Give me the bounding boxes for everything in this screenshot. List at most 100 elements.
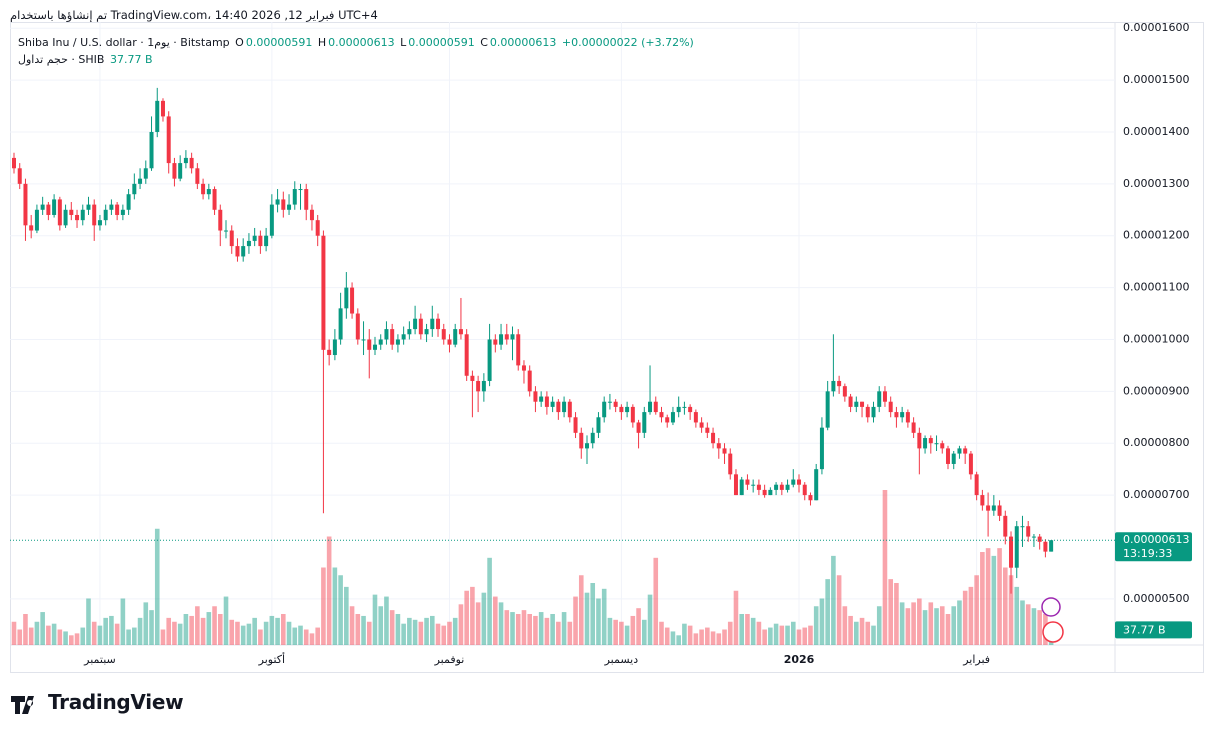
candle-body — [774, 484, 779, 490]
candle-body — [430, 318, 435, 330]
volume-bar — [968, 586, 974, 645]
volume-bar — [23, 614, 28, 645]
volume-tag-value: 37.77 B — [1123, 623, 1166, 636]
candle-body — [928, 438, 933, 444]
candle-body — [768, 489, 773, 496]
volume-bar — [716, 633, 722, 645]
y-tick-label: 0.00001400 — [1123, 125, 1189, 138]
candle-body — [126, 194, 131, 210]
candle-body — [562, 401, 567, 413]
volume-bar — [212, 606, 217, 645]
volume-bar — [401, 623, 406, 645]
price-tag — [1115, 532, 1192, 562]
candle-body — [23, 183, 28, 226]
volume-bar — [103, 617, 108, 645]
candle-body — [166, 116, 171, 164]
volume-value: 37.77 B — [109, 53, 153, 66]
candle-body — [481, 380, 486, 392]
volume-bar — [790, 621, 796, 645]
candle-body — [464, 334, 469, 376]
volume-bar — [166, 617, 172, 645]
candle-body — [321, 235, 326, 350]
volume-bar — [286, 621, 292, 645]
volume-bar — [183, 614, 189, 645]
candle-body — [911, 422, 916, 433]
candle-body — [436, 318, 441, 330]
candle-body — [711, 432, 716, 444]
volume-bar — [177, 623, 183, 645]
candle-body — [29, 225, 34, 231]
candle-body — [991, 505, 996, 511]
volume-bar — [842, 606, 848, 645]
candle-body — [968, 453, 973, 475]
candle-body — [395, 339, 400, 345]
y-tick-label: 0.00001600 — [1123, 21, 1189, 34]
candle-body — [797, 479, 802, 485]
volume-bar — [957, 600, 962, 645]
volume-bar — [739, 614, 745, 645]
candle-body — [178, 163, 183, 179]
volume-bar — [412, 619, 418, 645]
volume-bar — [57, 629, 63, 645]
volume-bar — [137, 617, 143, 645]
volume-bar — [487, 557, 492, 645]
volume-bar — [11, 621, 17, 645]
volume-bar — [252, 617, 257, 645]
volume-bar — [504, 610, 510, 645]
volume-bar — [928, 602, 934, 645]
candle-body — [854, 401, 859, 407]
candle-body — [401, 334, 406, 340]
volume-bar — [229, 619, 235, 645]
volume-bar — [699, 629, 704, 645]
volume-bar — [1002, 567, 1008, 645]
l-label: L — [400, 36, 407, 49]
candle-body — [550, 401, 555, 407]
volume-bar — [120, 598, 126, 645]
candle-body — [980, 495, 985, 506]
candle-body — [149, 131, 154, 169]
volume-bar — [573, 596, 578, 645]
candle-body — [676, 406, 681, 413]
volume-bar — [590, 583, 596, 645]
candle-body — [699, 422, 704, 428]
volume-bar — [659, 621, 664, 645]
volume-bar — [607, 617, 613, 645]
x-tick-label: نوفمبر — [434, 653, 465, 666]
volume-legend: حجم تداول · SHIB 37.77 B — [18, 53, 155, 66]
candle-body — [888, 401, 893, 413]
candle-body — [625, 406, 630, 413]
candle-body — [544, 396, 549, 407]
y-tick-label: 0.00001000 — [1123, 332, 1189, 345]
volume-bar — [567, 621, 573, 645]
candle-body — [441, 329, 446, 340]
volume-bar — [630, 615, 636, 645]
volume-bar — [195, 606, 200, 645]
volume-bar — [395, 614, 401, 645]
volume-bar — [985, 548, 991, 645]
candle-body — [556, 401, 561, 413]
candle-body — [877, 391, 882, 407]
candle-body — [825, 391, 830, 428]
volume-bar — [1025, 604, 1031, 645]
volume-bar — [670, 631, 676, 645]
volume-bar — [69, 635, 74, 645]
candle-body — [332, 339, 337, 356]
volume-bar — [682, 623, 687, 645]
candle-body — [17, 168, 22, 184]
candle-body — [860, 401, 865, 407]
candle-body — [378, 339, 383, 345]
candle-body — [418, 318, 423, 335]
volume-bar — [303, 629, 309, 645]
volume-bar — [149, 610, 154, 645]
volume-bar — [349, 606, 355, 645]
volume-bar — [636, 608, 641, 645]
candle-body — [120, 209, 125, 215]
candle-body — [109, 204, 114, 210]
candle-body — [246, 240, 251, 247]
volume-bar — [538, 612, 544, 645]
volume-bar — [710, 631, 716, 645]
candle-body — [722, 448, 727, 454]
volume-bar — [762, 629, 767, 645]
volume-bar — [836, 575, 842, 645]
